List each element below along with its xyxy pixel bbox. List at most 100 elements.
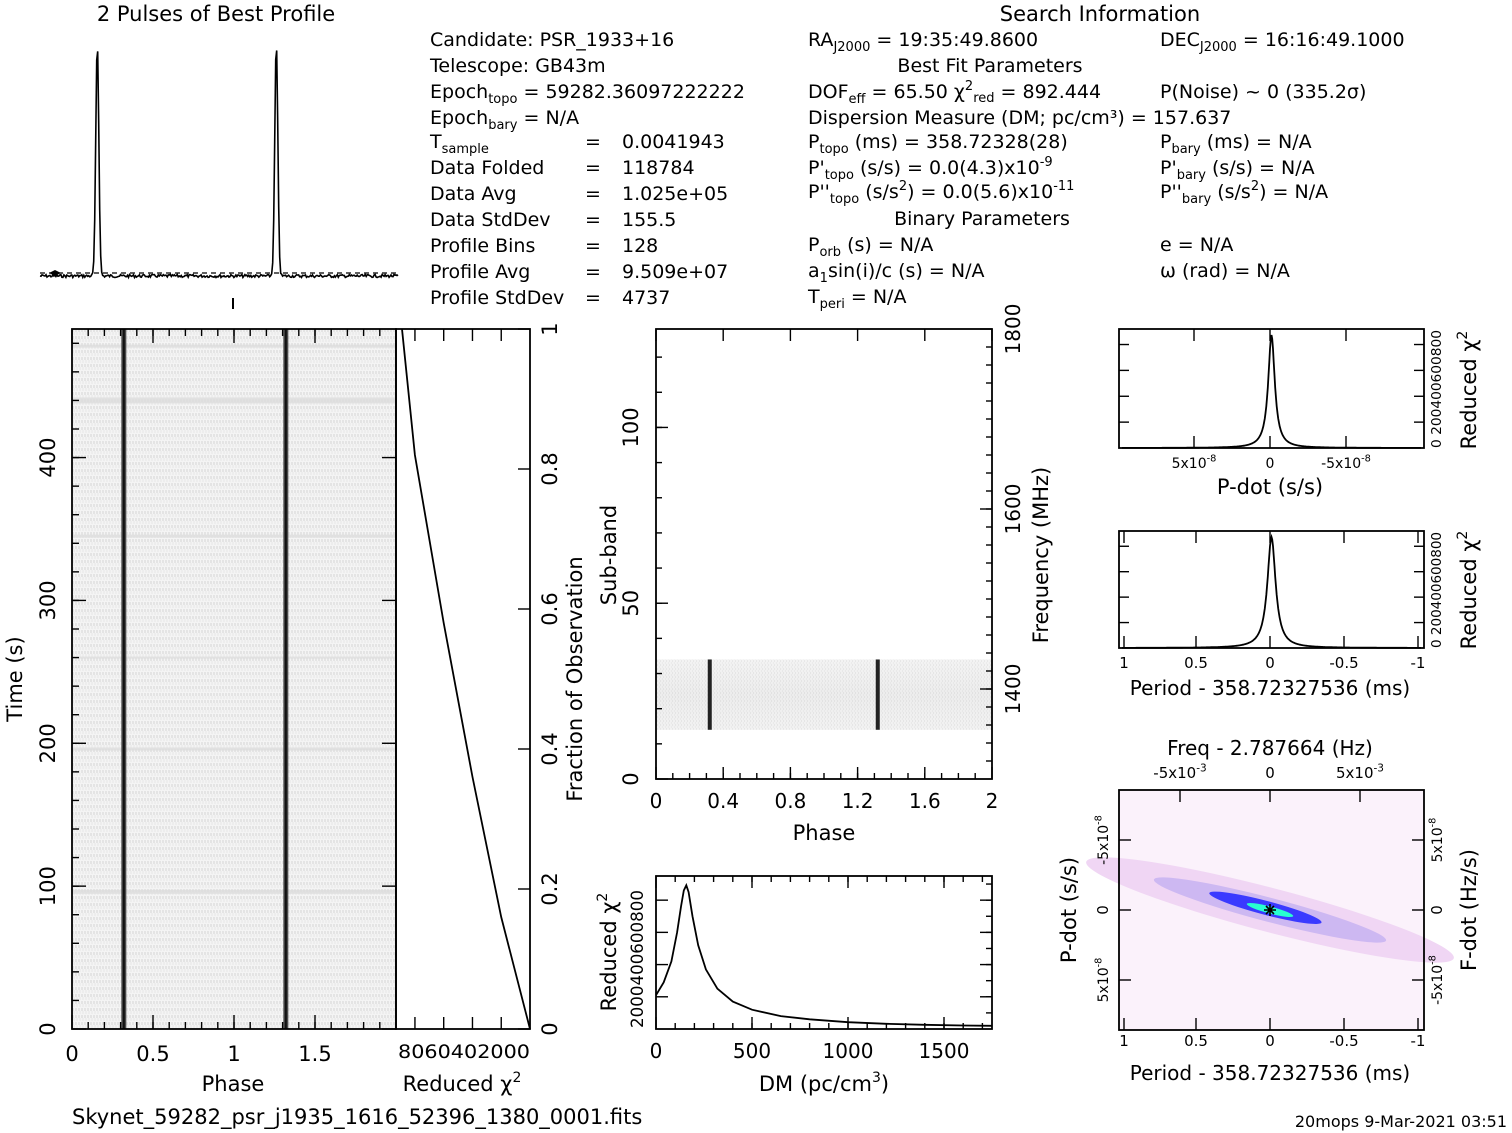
best-fit-heading: Best Fit Parameters bbox=[897, 55, 1082, 77]
time-phase-ylabel: Time (s) bbox=[3, 636, 27, 722]
info-row-value: 128 bbox=[622, 235, 658, 257]
time-phase-row-stripe bbox=[72, 656, 396, 659]
epoch-bary-value: N/A bbox=[545, 107, 579, 129]
epoch-topo-line: Epochtopo = 59282.36097222222 bbox=[430, 81, 745, 107]
period-chi2-yticks: 0 200400600800 bbox=[1430, 532, 1445, 648]
pp-ytick-label: 5x10-8 bbox=[1094, 958, 1112, 1003]
time-phase-pulse-core bbox=[284, 329, 287, 1029]
chi2-time-right-tick-label: 0.6 bbox=[538, 592, 562, 625]
pdot-chi2-xtick-label: -5x10-8 bbox=[1321, 454, 1371, 472]
ptopo-value: 358.72328(28) bbox=[926, 131, 1068, 153]
epoch-bary-line: Epochbary = N/A bbox=[430, 107, 579, 133]
ra-line: RAJ2000 = 19:35:49.8600 bbox=[808, 29, 1038, 55]
chi2-red-value: 892.444 bbox=[1023, 81, 1102, 103]
ra-value: 19:35:49.8600 bbox=[898, 29, 1038, 51]
subband-ytick-label: 0 bbox=[619, 772, 643, 785]
time-phase-ytick-label: 300 bbox=[36, 580, 60, 620]
chi2-time-xlabel-text: Reduced χ bbox=[403, 1072, 513, 1096]
subband-band-noise bbox=[656, 659, 992, 730]
pdbary-value: N/A bbox=[1281, 157, 1315, 179]
pbary-value: N/A bbox=[1278, 131, 1312, 153]
period-chi2-frame bbox=[1118, 530, 1425, 649]
info-row-value: 1.025e+05 bbox=[622, 183, 728, 205]
subband-freq-tick-label: 1600 bbox=[1001, 484, 1025, 535]
dec-line: DECJ2000 = 16:16:49.1000 bbox=[1160, 29, 1405, 55]
period-chi2-trace bbox=[1122, 533, 1421, 649]
period-chi2-xtick-label: -0.5 bbox=[1329, 654, 1358, 672]
pp-xtick-label: 0.5 bbox=[1184, 1032, 1208, 1050]
tsample-eq: = bbox=[585, 131, 601, 153]
omega-value: N/A bbox=[1256, 260, 1290, 282]
dof-value: 65.50 bbox=[893, 81, 947, 103]
a1sini-value: N/A bbox=[951, 260, 985, 282]
pdbary-line: P'bary (s/s) = N/A bbox=[1160, 157, 1315, 183]
subband-xtick-label: 1.2 bbox=[842, 789, 874, 813]
period-chi2-xtick-label: 0 bbox=[1265, 654, 1275, 672]
omega-line: ω (rad) = N/A bbox=[1160, 260, 1290, 282]
info-row-eq: = bbox=[585, 261, 601, 283]
info-row-value: 4737 bbox=[622, 287, 670, 309]
info-row-label: Data StdDev bbox=[430, 209, 551, 231]
pp-right-tick-label: -5x10-8 bbox=[1428, 955, 1446, 1005]
dm-chi2-trace bbox=[655, 882, 993, 1027]
info-row-label: Profile StdDev bbox=[430, 287, 564, 309]
subband-right-label: Frequency (MHz) bbox=[1029, 467, 1053, 643]
pddtopo-value: 0.0(5.6)x10 bbox=[943, 181, 1054, 203]
pddbary-value: N/A bbox=[1295, 181, 1329, 203]
time-phase-row-stripe bbox=[72, 344, 396, 348]
profile-title: 2 Pulses of Best Profile bbox=[97, 2, 335, 26]
time-phase-ytick-label: 200 bbox=[36, 723, 60, 763]
footer-timestamp: 20mops 9-Mar-2021 03:51 bbox=[1295, 1112, 1507, 1131]
info-row-eq: = bbox=[585, 287, 601, 309]
candidate-line: Candidate: PSR_1933+16 bbox=[430, 29, 674, 51]
profile-trace bbox=[39, 50, 399, 280]
pdot-chi2-xtick-label: 5x10-8 bbox=[1172, 454, 1217, 472]
chi2-time-right-tick-label: 0.8 bbox=[538, 452, 562, 485]
time-phase-xtick-label: 0.5 bbox=[136, 1042, 169, 1066]
time-phase-xlabel: Phase bbox=[202, 1072, 265, 1096]
period-chi2-xtick-label: 1 bbox=[1119, 654, 1129, 672]
dm-line: Dispersion Measure (DM; pc/cm³) = 157.63… bbox=[808, 107, 1231, 129]
pp-top-label: Freq - 2.787664 (Hz) bbox=[1167, 736, 1373, 760]
chi2-time-right-label: Fraction of Observation bbox=[563, 556, 587, 801]
pdtopo-exp: -9 bbox=[1040, 155, 1053, 170]
pp-top-tick-label: 5x10-3 bbox=[1336, 762, 1384, 782]
info-row-value: 9.509e+07 bbox=[622, 261, 728, 283]
subband-freq-tick-label: 1800 bbox=[1001, 304, 1025, 355]
info-row-eq: = bbox=[585, 235, 601, 257]
pdot-chi2-right-label: Reduced χ2 bbox=[1455, 331, 1481, 450]
tsample-label: Tsample bbox=[429, 131, 489, 157]
pp-xlabel: Period - 358.72327536 (ms) bbox=[1130, 1061, 1411, 1085]
pnoise-line: P(Noise) ~ 0 (335.2σ) bbox=[1160, 81, 1366, 103]
period-chi2-panel: 1 0.5 0 -0.5 -1 0 200400600800 Period - 358.… bbox=[1118, 530, 1481, 700]
info-row-value: 118784 bbox=[622, 157, 695, 179]
pdot-chi2-xtick-label: 0 bbox=[1266, 456, 1275, 472]
tperi-value: N/A bbox=[873, 286, 907, 308]
subband-panel: 0 0.4 0.8 1.2 1.6 2 0 50 100 1400 1600 1800 Phase S… bbox=[597, 304, 1053, 845]
pp-top-tick-label: -5x10-3 bbox=[1153, 762, 1206, 782]
dec-value: 16:16:49.1000 bbox=[1265, 29, 1405, 51]
pddbary-line: P''bary (s/s2) = N/A bbox=[1160, 179, 1328, 207]
info-row-eq: = bbox=[585, 209, 601, 231]
chi2-time-right-tick-label: 0.2 bbox=[538, 872, 562, 905]
search-info-title: Search Information bbox=[1000, 2, 1200, 26]
pp-best-fit-marker-icon bbox=[1264, 904, 1276, 916]
info-row-label: Data Folded bbox=[430, 157, 544, 179]
tsample-value: 0.0041943 bbox=[622, 131, 725, 153]
subband-pulse bbox=[707, 659, 712, 730]
dm-chi2-xtick-label: 0 bbox=[650, 1039, 663, 1063]
pp-top-tick-label: 0 bbox=[1265, 764, 1275, 782]
a1sini-line: a1sin(i)/c (s) = N/A bbox=[808, 260, 985, 286]
binary-heading: Binary Parameters bbox=[894, 208, 1070, 230]
period-chi2-xtick-label: 0.5 bbox=[1184, 654, 1208, 672]
dm-chi2-xtick-label: 1000 bbox=[823, 1039, 874, 1063]
time-phase-xtick-label: 1.5 bbox=[298, 1042, 331, 1066]
dm-chi2-ylabel: Reduced χ2 bbox=[595, 893, 621, 1012]
subband-xlabel: Phase bbox=[793, 821, 856, 845]
subband-xtick-label: 1.6 bbox=[909, 789, 941, 813]
pdot-chi2-trace bbox=[1122, 334, 1421, 449]
chi2-time-trace bbox=[401, 328, 531, 1030]
time-phase-ytick-label: 400 bbox=[36, 438, 60, 478]
pp-ytick-label: 0 bbox=[1094, 905, 1112, 915]
